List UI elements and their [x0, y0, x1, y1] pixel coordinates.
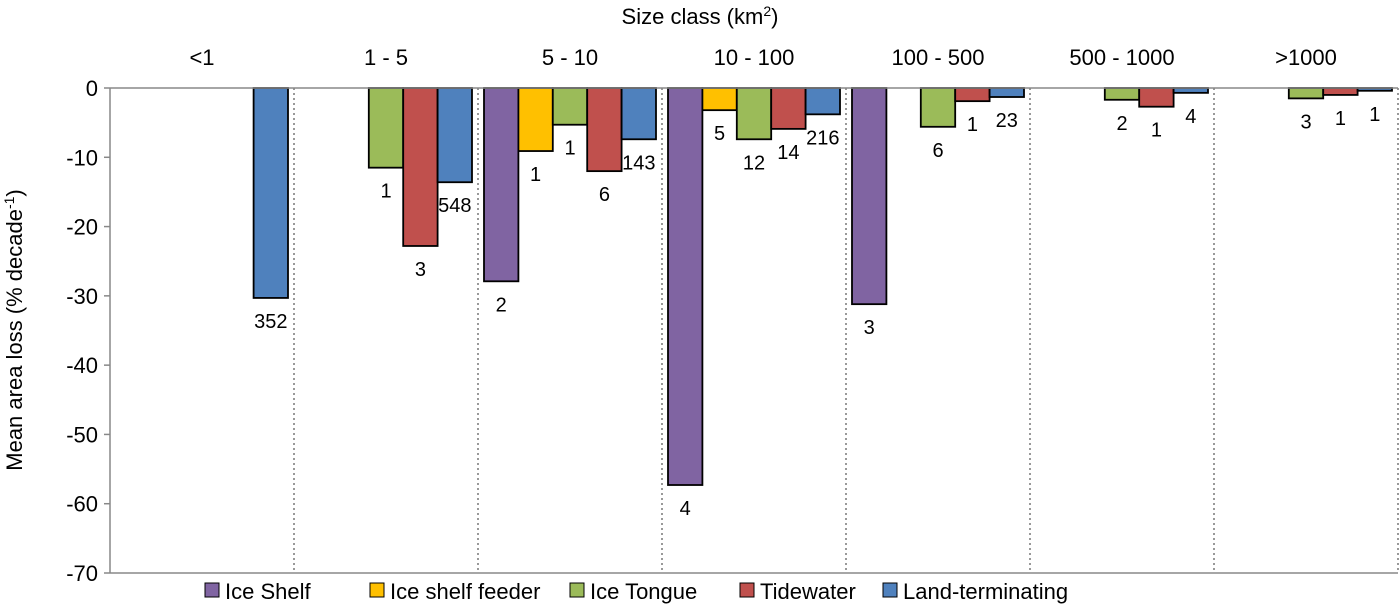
- data-label: 3: [864, 317, 875, 339]
- data-label: 4: [1185, 106, 1196, 128]
- x-category-label: >1000: [1275, 45, 1337, 70]
- data-label: 548: [438, 195, 471, 217]
- bar-land-terminating: [620, 87, 657, 141]
- bar-land-terminating: [436, 87, 473, 184]
- bar-tidewater: [586, 87, 623, 173]
- x-category-label: 1 - 5: [364, 45, 408, 70]
- data-label: 6: [932, 140, 943, 162]
- bar-ice-shelf: [667, 87, 704, 486]
- bar-ice-shelf-feeder: [517, 87, 554, 152]
- legend-swatch: [569, 582, 585, 598]
- data-label: 1: [564, 138, 575, 160]
- legend-swatch: [204, 582, 220, 598]
- bar-ice-shelf: [851, 87, 888, 306]
- y-tick-label: -50: [66, 422, 98, 447]
- data-label: 2: [496, 294, 507, 316]
- bar-ice-tongue: [551, 87, 589, 126]
- data-label: 2: [1116, 113, 1127, 135]
- legend-label: Land-terminating: [903, 579, 1068, 604]
- bar-tidewater: [954, 87, 991, 103]
- bar-tidewater: [402, 87, 439, 247]
- data-label: 3: [415, 259, 426, 281]
- bar-land-terminating: [252, 87, 289, 299]
- data-label: 1: [380, 181, 391, 203]
- bar-tidewater: [1138, 87, 1175, 108]
- y-tick-label: -10: [66, 145, 98, 170]
- bar-tidewater: [770, 87, 807, 130]
- bar-ice-shelf-feeder: [701, 87, 738, 112]
- data-label: 4: [680, 498, 691, 520]
- data-label: 352: [254, 311, 287, 333]
- bar-ice-tongue: [367, 87, 405, 169]
- x-category-label: 500 - 1000: [1069, 45, 1174, 70]
- y-tick-label: -20: [66, 215, 98, 240]
- x-category-label: 100 - 500: [892, 45, 985, 70]
- y-tick-label: -70: [66, 561, 98, 586]
- x-category-label: 10 - 100: [714, 45, 795, 70]
- y-tick-label: -30: [66, 284, 98, 309]
- legend-label: Ice Shelf: [225, 579, 311, 604]
- x-category-label: <1: [189, 45, 214, 70]
- y-axis-title: Mean area loss (% decade-1): [1, 189, 27, 470]
- chart-title: Size class (km2): [622, 3, 779, 29]
- bar-land-terminating: [804, 87, 841, 116]
- data-label: 1: [1369, 104, 1380, 126]
- legend-label: Ice Tongue: [590, 579, 697, 604]
- legend-swatch: [882, 582, 898, 598]
- legend-swatch: [369, 582, 385, 598]
- data-label: 1: [967, 114, 978, 136]
- bar-ice-shelf: [483, 87, 520, 283]
- bar-tidewater: [1322, 87, 1359, 96]
- data-label: 1: [1151, 120, 1162, 142]
- x-category-label: 5 - 10: [542, 45, 598, 70]
- data-label: 12: [743, 152, 765, 174]
- bar-ice-tongue: [735, 87, 773, 141]
- y-tick-label: 0: [86, 76, 98, 101]
- y-tick-label: -40: [66, 353, 98, 378]
- data-label: 1: [530, 164, 541, 186]
- legend-label: Ice shelf feeder: [390, 579, 540, 604]
- data-label: 3: [1300, 111, 1311, 133]
- data-label: 5: [714, 123, 725, 145]
- legend-swatch: [739, 582, 755, 598]
- legend-label: Tidewater: [760, 579, 856, 604]
- bar-land-terminating: [988, 87, 1025, 98]
- data-label: 23: [996, 110, 1018, 132]
- data-label: 14: [777, 142, 799, 164]
- data-label: 143: [622, 152, 655, 174]
- data-label: 6: [599, 184, 610, 206]
- data-label: 1: [1335, 108, 1346, 130]
- bar-ice-tongue: [1287, 87, 1325, 100]
- y-tick-label: -60: [66, 492, 98, 517]
- data-label: 216: [806, 127, 839, 149]
- bar-ice-tongue: [919, 87, 957, 128]
- bar-ice-tongue: [1103, 87, 1141, 101]
